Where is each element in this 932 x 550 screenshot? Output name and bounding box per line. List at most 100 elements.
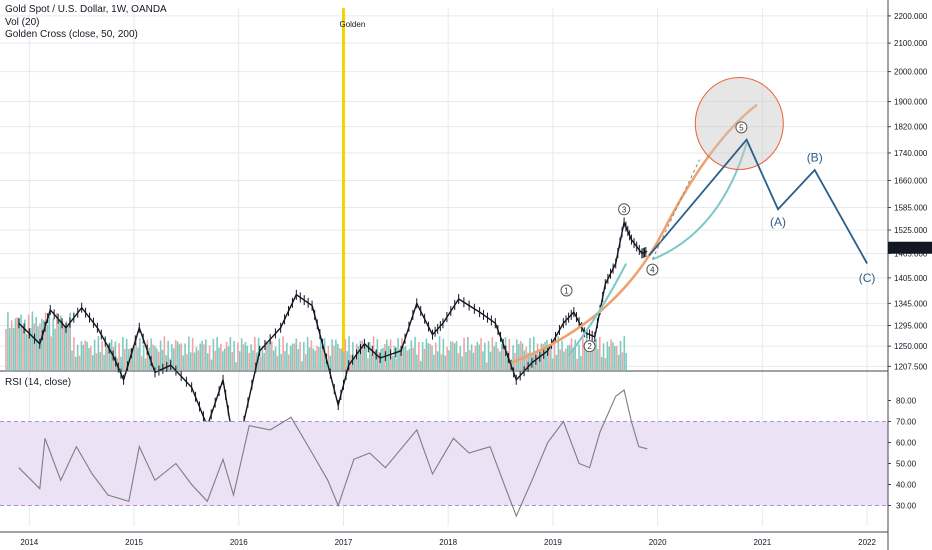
price-axis-label: 1740.000 xyxy=(894,149,928,158)
wave-marker-circle xyxy=(735,121,748,134)
golden-cross-indicator-label[interactable]: Golden Cross (close, 50, 200) xyxy=(5,29,138,40)
rsi-axis-label: 80.00 xyxy=(896,397,917,406)
volume-bar xyxy=(233,341,235,370)
volume-bar xyxy=(442,338,445,370)
volume-bar xyxy=(280,354,283,370)
volume-bar xyxy=(591,348,594,370)
volume-bar xyxy=(171,344,173,370)
volume-indicator-label[interactable]: Vol (20) xyxy=(5,16,40,28)
volume-bar xyxy=(348,336,350,370)
volume-bar xyxy=(455,341,458,370)
volume-bar xyxy=(46,324,49,370)
volume-bar xyxy=(165,355,168,370)
volume-bar xyxy=(612,342,614,370)
volume-bar xyxy=(506,351,509,370)
volume-bar xyxy=(22,325,24,370)
time-axis-label: 2020 xyxy=(649,538,667,547)
volume-bar xyxy=(293,343,296,370)
volume-bar xyxy=(387,346,390,370)
volume-bar xyxy=(544,341,546,370)
wave-label: 4 xyxy=(650,266,655,275)
volume-bar xyxy=(385,339,388,370)
volume-bar xyxy=(205,339,207,370)
volume-bar xyxy=(18,317,21,370)
volume-bar xyxy=(446,346,448,370)
volume-bar xyxy=(133,346,136,370)
volume-bar xyxy=(557,336,560,370)
volume-bar xyxy=(63,325,66,370)
volume-bar xyxy=(595,338,597,370)
volume-bar xyxy=(48,315,51,370)
volume-bar xyxy=(418,342,420,370)
volume-bar xyxy=(125,338,128,370)
volume-bar xyxy=(172,348,175,370)
volume-bar xyxy=(361,340,364,370)
volume-bar xyxy=(24,319,26,370)
volume-bar xyxy=(523,350,526,370)
volume-bar xyxy=(414,336,416,370)
volume-bar xyxy=(465,352,467,370)
price-axis-label: 1660.000 xyxy=(894,176,928,185)
rsi-indicator-label[interactable]: RSI (14, close) xyxy=(5,377,72,388)
volume-bar xyxy=(76,344,79,370)
volume-bar xyxy=(519,340,522,370)
volume-bar xyxy=(223,348,226,370)
volume-bar xyxy=(242,344,245,370)
volume-bar xyxy=(218,347,220,370)
volume-bar xyxy=(304,354,307,370)
volume-bar xyxy=(108,342,111,370)
volume-bar xyxy=(272,350,275,370)
volume-bar xyxy=(139,337,141,370)
volume-bar xyxy=(404,346,407,370)
price-axis-label: 1525.000 xyxy=(894,226,928,235)
volume-bar xyxy=(583,347,586,370)
rsi-axis-label: 40.00 xyxy=(896,481,917,490)
volume-bar xyxy=(95,353,98,370)
volume-bar xyxy=(542,343,545,370)
volume-bar xyxy=(500,343,503,370)
wave-label: (C) xyxy=(859,271,876,285)
volume-bar xyxy=(312,348,315,370)
volume-bar xyxy=(152,344,154,370)
price-axis-label: 1820.000 xyxy=(894,123,928,132)
volume-bar xyxy=(499,351,501,370)
volume-bar xyxy=(427,343,430,370)
volume-bar xyxy=(41,318,43,370)
volume-bar xyxy=(480,338,482,370)
volume-bar xyxy=(274,346,277,370)
volume-bar xyxy=(610,339,612,370)
volume-bar xyxy=(589,348,592,370)
volume-bar xyxy=(269,341,271,370)
volume-bar xyxy=(31,311,34,370)
volume-bar xyxy=(127,349,130,370)
volume-bar xyxy=(7,312,9,370)
volume-bar xyxy=(553,340,556,370)
volume-bar xyxy=(61,320,64,370)
symbol-title[interactable]: Gold Spot / U.S. Dollar, 1W, OANDA xyxy=(5,4,167,15)
volume-bar xyxy=(161,349,164,370)
volume-bar xyxy=(425,338,428,370)
time-axis-label: 2017 xyxy=(335,538,353,547)
wave-label: 3 xyxy=(622,205,627,214)
volume-bar xyxy=(284,351,286,370)
volume-bar xyxy=(250,344,252,370)
volume-bar xyxy=(574,339,577,370)
volume-bar xyxy=(433,354,435,370)
volume-bar xyxy=(482,351,484,370)
volume-bar xyxy=(265,341,267,370)
volume-bar xyxy=(169,358,171,370)
time-axis-label: 2021 xyxy=(753,538,771,547)
volume-bar xyxy=(410,340,413,370)
volume-bar xyxy=(561,340,563,370)
volume-bar xyxy=(525,346,528,370)
volume-bar xyxy=(423,348,426,370)
volume-bar xyxy=(182,355,185,370)
volume-bar xyxy=(308,347,311,370)
volume-bar xyxy=(484,342,486,370)
volume-bar xyxy=(91,355,94,370)
volume-bar xyxy=(69,312,71,370)
price-axis-label: 2200.000 xyxy=(894,12,928,21)
volume-bar xyxy=(615,345,618,370)
volume-bar xyxy=(289,345,292,370)
